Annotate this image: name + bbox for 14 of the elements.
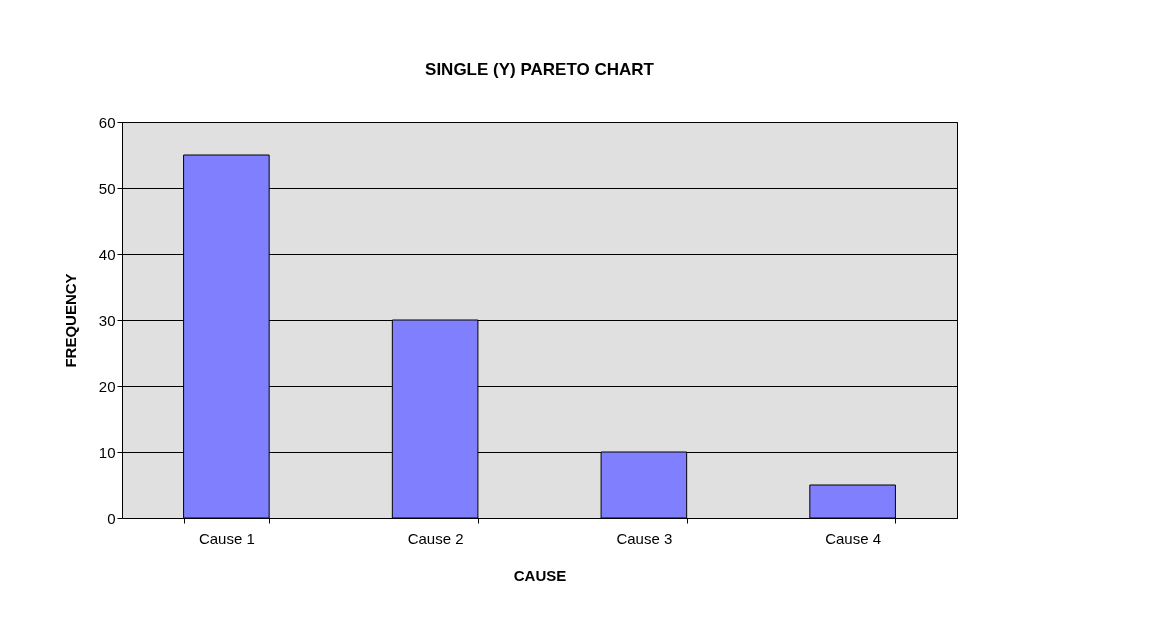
x-axis-title: CAUSE bbox=[513, 566, 567, 584]
y-axis-title: FREQUENCY bbox=[61, 273, 79, 368]
y-tick-label: 40 bbox=[98, 245, 116, 263]
x-tick-label: Cause 3 bbox=[616, 529, 673, 547]
y-tick-label: 50 bbox=[98, 179, 116, 197]
y-tick-label: 0 bbox=[107, 509, 116, 527]
y-tick-label: 10 bbox=[98, 443, 116, 461]
x-tick-label: Cause 4 bbox=[825, 529, 882, 547]
y-tick-label: 20 bbox=[98, 377, 116, 395]
chart-title: SINGLE (Y) PARETO CHART bbox=[425, 60, 655, 79]
x-tick-label: Cause 2 bbox=[407, 529, 464, 547]
y-tick-label: 30 bbox=[98, 311, 116, 329]
x-tick-label: Cause 1 bbox=[198, 529, 255, 547]
y-tick-label: 60 bbox=[98, 113, 116, 131]
